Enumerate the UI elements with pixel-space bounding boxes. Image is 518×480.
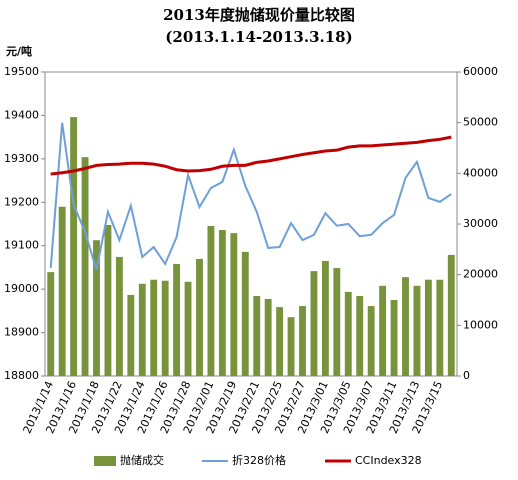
line <box>49 122 452 271</box>
bar <box>173 264 181 376</box>
bar <box>390 300 398 376</box>
bar <box>276 307 284 376</box>
bar <box>196 258 203 376</box>
y-tick-label: 19300 <box>4 152 39 165</box>
bar <box>447 254 455 376</box>
y2-tick-label: 60000 <box>463 65 498 78</box>
bar <box>356 295 364 376</box>
bar <box>184 281 192 376</box>
bar <box>310 271 318 376</box>
legend-label: CCIndex328 <box>355 454 422 467</box>
y2-tick-label: 0 <box>463 369 470 382</box>
bar <box>218 230 226 376</box>
bar <box>150 279 158 376</box>
bar <box>127 294 135 376</box>
legend-label: 抛储成交 <box>120 453 164 467</box>
bar <box>333 268 341 376</box>
bar <box>264 298 272 376</box>
bar <box>344 291 352 376</box>
y-tick-label: 18900 <box>4 326 39 339</box>
bar <box>207 226 215 376</box>
bar <box>138 283 146 376</box>
bar <box>230 233 238 376</box>
y-axis-label: 元/吨 <box>6 44 32 58</box>
bar <box>321 260 329 376</box>
bar <box>93 240 100 376</box>
bar <box>241 251 249 376</box>
y2-tick-label: 50000 <box>463 116 498 129</box>
bar <box>58 206 66 376</box>
bar <box>413 285 421 376</box>
bar <box>104 225 112 376</box>
chart-title: 2013年度抛储现价量比较图 <box>163 6 355 24</box>
chart-subtitle: (2013.1.14-2013.3.18) <box>165 28 352 46</box>
bar <box>81 157 89 376</box>
y-tick-label: 19100 <box>4 239 39 252</box>
bar <box>379 285 387 376</box>
line <box>50 135 452 176</box>
bar <box>47 272 55 376</box>
y-tick-label: 19400 <box>4 108 39 121</box>
bar <box>253 295 261 376</box>
bar <box>424 279 432 376</box>
legend-swatch <box>94 456 116 466</box>
y-tick-label: 19000 <box>4 282 39 295</box>
bar <box>436 279 444 376</box>
bar <box>402 277 409 376</box>
y-tick-label: 19500 <box>4 65 39 78</box>
y2-tick-label: 20000 <box>463 268 498 281</box>
y2-tick-label: 30000 <box>463 217 498 230</box>
bar <box>287 317 295 376</box>
bar <box>70 117 78 377</box>
bar <box>161 280 169 376</box>
y-tick-label: 19200 <box>4 195 39 208</box>
bar <box>115 256 123 376</box>
bar <box>367 306 375 376</box>
y2-tick-label: 10000 <box>463 318 498 331</box>
y2-tick-label: 40000 <box>463 166 498 179</box>
legend-label: 折328价格 <box>232 453 286 467</box>
y-tick-label: 18800 <box>4 369 39 382</box>
bar <box>299 306 306 376</box>
